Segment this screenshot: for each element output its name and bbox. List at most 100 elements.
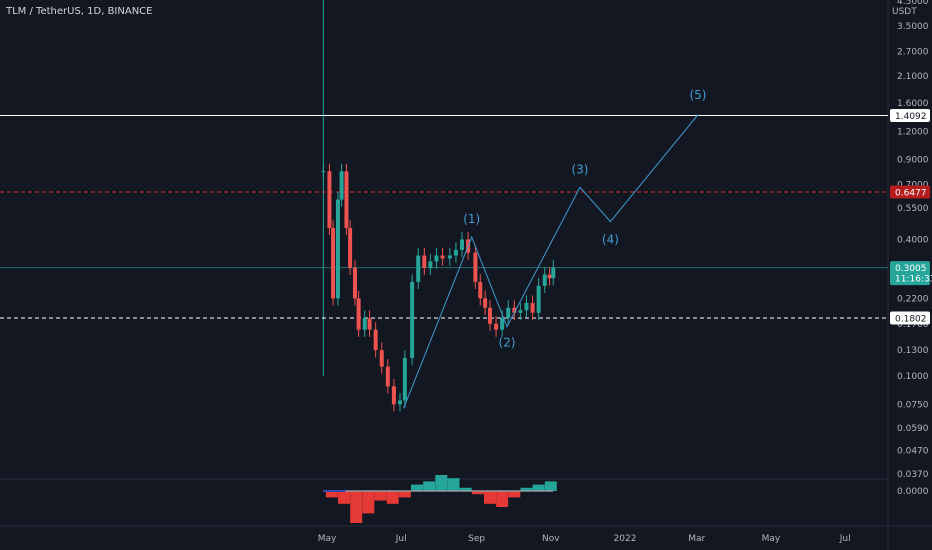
y-tick-label-2: 2.7000: [897, 47, 929, 57]
x-tick-label-0: May: [318, 534, 337, 544]
candle-body-6: [348, 227, 353, 268]
x-tick-label-2: Sep: [468, 534, 485, 544]
candle-body-30: [487, 307, 492, 324]
oscillator-bar-8: [423, 481, 436, 491]
oscillator-pane: 0.0000: [323, 475, 929, 523]
x-tick-label-4: 2022: [614, 534, 637, 544]
wave-path: [403, 114, 699, 409]
oscillator-bar-15: [508, 491, 521, 498]
y-tick-label-9: 0.4000: [897, 236, 929, 246]
y-tick-label-7: 0.7000: [897, 180, 929, 190]
y-tick-label-5: 1.2000: [897, 127, 929, 137]
price-badge-0: [890, 109, 930, 123]
candle-body-20: [428, 261, 433, 268]
candle-body-24: [453, 249, 458, 256]
price-axis-ticks: 4.5000 3.5000 2.7000 2.1000 1.6000 1.2000 0.90…: [897, 0, 929, 480]
candle-body-31: [494, 323, 499, 330]
wave-projection[interactable]: (1) (2) (3) (4) (5): [403, 88, 707, 409]
y-tick-label-13: 0.1000: [897, 372, 929, 382]
wave-label-1: (1): [463, 212, 480, 226]
candle-body-11: [373, 329, 378, 351]
candle-body-28: [478, 281, 483, 299]
oscillator-bar-6: [398, 491, 411, 498]
candle-body-17: [410, 281, 415, 359]
oscillator-ribbon: [323, 490, 554, 492]
y-tick-label-14: 0.0750: [897, 400, 929, 410]
candle-body-13: [385, 366, 390, 387]
candle-body-35: [518, 310, 523, 313]
candle-body-33: [506, 307, 511, 319]
price-series: [321, 163, 556, 412]
oscillator-bar-4: [374, 491, 387, 501]
candle-body-12: [379, 350, 384, 367]
symbol-title: TLM / TetherUS, 1D, BINANCE: [6, 6, 153, 17]
oscillator-bar-1: [338, 491, 351, 504]
oscillator-bar-14: [496, 491, 509, 507]
candle-body-8: [356, 298, 361, 330]
x-tick-label-7: Jul: [839, 534, 851, 544]
candle-body-7: [352, 267, 357, 299]
candle-body-9: [362, 318, 367, 330]
oscillator-bar-10: [447, 478, 460, 491]
y-tick-label-12: 0.1300: [897, 346, 929, 356]
y-tick-label-6: 0.9000: [897, 156, 929, 166]
price-badge-label-3: 0.1802: [895, 315, 927, 325]
oscillator-ribbon-start: [323, 490, 346, 492]
candle-body-27: [473, 252, 478, 282]
candle-body-38: [536, 285, 541, 313]
oscillator-bar-11: [459, 487, 472, 491]
oscillator-bar-7: [411, 484, 424, 491]
candle-body-22: [440, 255, 445, 259]
y-tick-label-1: 3.5000: [897, 22, 929, 32]
wave-label-4: (4): [602, 233, 619, 247]
candle-body-4: [339, 171, 344, 200]
oscillator-bar-2: [350, 491, 363, 523]
price-badge-1: [890, 185, 930, 199]
wave-label-3: (3): [571, 162, 588, 176]
oscillator-bar-18: [544, 481, 557, 491]
oscillator-bar-17: [532, 484, 545, 491]
candle-body-41: [551, 267, 556, 279]
price-axis-unit: USDT: [892, 7, 917, 17]
y-tick-label-8: 0.5500: [897, 204, 929, 214]
candle-body-14: [391, 386, 396, 405]
x-tick-label-6: May: [762, 534, 781, 544]
price-badge-3: [890, 311, 930, 325]
candle-body-23: [447, 255, 452, 259]
y-tick-label-16: 0.0470: [897, 446, 929, 456]
price-badge-2: [890, 261, 930, 286]
y-tick-label-4: 1.6000: [897, 99, 929, 109]
x-tick-label-5: Mar: [688, 534, 705, 544]
oscillator-bar-9: [435, 475, 448, 491]
candle-body-29: [483, 298, 488, 308]
candle-body-16: [402, 358, 407, 401]
oscillator-bar-12: [471, 491, 484, 495]
oscillator-y-tick: 0.0000: [897, 487, 929, 497]
candle-body-32: [500, 318, 505, 330]
oscillator-bar-13: [483, 491, 496, 504]
time-axis-ticks: May Jul Sep Nov 2022 Mar May Jul: [318, 534, 851, 544]
x-tick-label-3: Nov: [542, 534, 560, 544]
candle-body-18: [416, 255, 421, 282]
candle-body-10: [367, 318, 372, 330]
candle-body-40: [547, 274, 552, 279]
candle-body-2: [331, 227, 336, 299]
oscillator-bar-3: [362, 491, 375, 514]
candle-body-36: [524, 302, 529, 311]
oscillator-bar-5: [386, 491, 399, 504]
horizontal-levels[interactable]: [0, 115, 888, 319]
oscillator-bar-16: [520, 487, 533, 491]
y-tick-label-3: 2.1000: [897, 72, 929, 82]
price-badge-label-1: 0.6477: [895, 189, 927, 199]
candle-body-5: [344, 171, 349, 228]
candle-body-34: [512, 307, 517, 313]
candle-body-37: [530, 302, 535, 313]
candle-body-19: [422, 255, 427, 268]
wave-label-5: (5): [689, 88, 706, 102]
y-tick-label-15: 0.0590: [897, 424, 929, 434]
candle-body-0: [321, 171, 326, 173]
countdown-label: 11:16:33: [895, 275, 932, 285]
price-badge-label-0: 1.4092: [895, 112, 927, 122]
